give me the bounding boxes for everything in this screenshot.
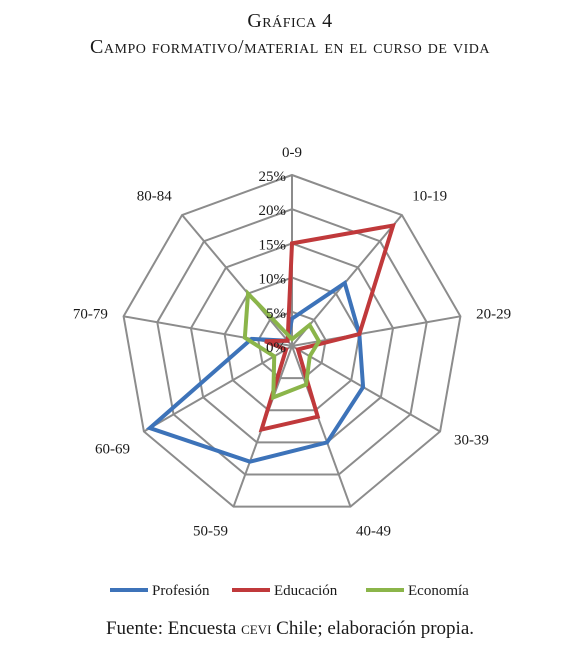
radial-tick-label: 5% [266,306,286,322]
category-label: 60-69 [95,442,130,458]
legend-label: Educación [274,583,338,599]
source-org: cevi [241,618,272,639]
category-label: 10-19 [412,189,447,205]
category-label: 70-79 [73,307,108,323]
grid-spoke [181,214,293,347]
category-label: 50-59 [193,524,228,540]
radial-tick-label: 15% [259,237,287,253]
figure-title: Campo formativo/material en el curso de … [90,36,490,58]
radial-tick-label: 20% [259,203,287,219]
series-line-1 [145,279,366,464]
legend: Profesión Educación Economía [110,583,469,599]
radial-tick-label: 0% [266,340,286,356]
category-label: 20-29 [476,307,511,323]
category-label: 30-39 [454,433,489,449]
grid-ring-1 [257,310,327,380]
category-labels: 0-9 10-19 20-29 30-39 40-49 50-59 60-69 70-79 80… [73,145,511,540]
legend-label: Economía [408,583,469,599]
grid-ring-2 [223,276,361,412]
source-note: Fuente: Encuesta cevi Chile; elaboración… [0,618,580,640]
source-prefix: Fuente: Encuesta [105,618,242,639]
legend-label: Profesión [152,583,210,599]
radial-tick-labels: 0% 5% 10% 15% 20% 25% [259,169,287,356]
radial-tick-label: 25% [259,169,287,185]
grid-spoke [143,345,293,433]
grid-spoke [291,345,352,508]
series-line-3 [242,288,322,401]
figure-number: Gráfica 4 [247,10,333,32]
grid-spoke [291,345,441,433]
grid-ring-3 [189,242,395,444]
category-label: 40-49 [356,524,391,540]
category-label: 80-84 [137,189,172,205]
series-line-2 [258,222,397,433]
grid-ring-4 [156,208,428,476]
category-label: 0-9 [282,145,302,161]
source-suffix: Chile; elaboración propia. [271,618,475,639]
radar-series [145,222,397,464]
radial-tick-label: 10% [259,272,287,288]
grid-ring-5 [122,173,462,508]
